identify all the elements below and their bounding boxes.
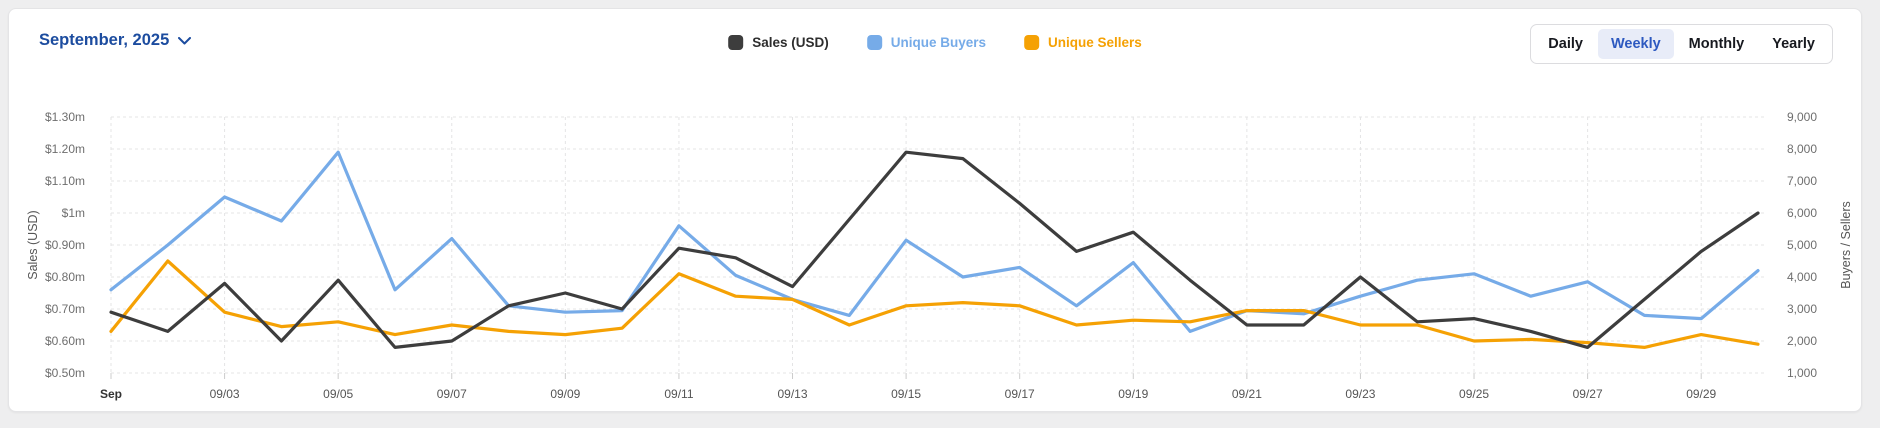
left-axis-tick-label: $1.10m — [45, 174, 85, 188]
legend-item-unique-buyers[interactable]: Unique Buyers — [866, 35, 987, 50]
left-axis-tick-label: $0.90m — [45, 238, 85, 252]
x-tick-label: 09/21 — [1232, 387, 1262, 401]
series-line-unique-buyers — [109, 150, 1760, 333]
range-tabs: Daily Weekly Monthly Yearly — [1530, 24, 1833, 64]
left-axis-tick-label: $1.20m — [45, 142, 85, 156]
legend-swatch — [1024, 35, 1040, 50]
tab-monthly[interactable]: Monthly — [1676, 29, 1758, 59]
right-axis-tick-label: 5,000 — [1787, 238, 1817, 252]
x-tick-label: 09/07 — [437, 387, 467, 401]
x-tick-label: 09/09 — [550, 387, 580, 401]
legend-label: Sales (USD) — [752, 35, 829, 50]
x-tick-label: Sep — [100, 387, 122, 401]
date-selector[interactable]: September, 2025 — [39, 31, 192, 50]
right-axis-tick-label: 8,000 — [1787, 142, 1817, 156]
right-axis-tick-label: 6,000 — [1787, 206, 1817, 220]
left-axis-tick-label: $0.60m — [45, 334, 85, 348]
right-axis-tick-label: 9,000 — [1787, 110, 1817, 124]
chart-panel: September, 2025 Sales (USD) Unique Buyers… — [8, 8, 1862, 412]
left-axis-tick-label: $1.30m — [45, 110, 85, 124]
x-tick-label: 09/15 — [891, 387, 921, 401]
chart-header: September, 2025 Sales (USD) Unique Buyers… — [9, 9, 1861, 79]
legend-swatch — [728, 35, 744, 50]
series-line-sales-usd — [109, 150, 1760, 349]
left-axis-tick-label: $0.70m — [45, 302, 85, 316]
left-axis-tick-label: $1m — [62, 206, 85, 220]
x-tick-label: 09/13 — [778, 387, 808, 401]
series-line-unique-sellers — [109, 259, 1760, 349]
right-axis-tick-label: 7,000 — [1787, 174, 1817, 188]
x-tick-label: 09/19 — [1118, 387, 1148, 401]
left-axis-tick-label: $0.50m — [45, 366, 85, 380]
tab-weekly[interactable]: Weekly — [1597, 29, 1674, 59]
x-tick-label: 09/29 — [1686, 387, 1716, 401]
date-selector-label: September, 2025 — [39, 31, 170, 49]
left-axis-title: Sales (USD) — [26, 210, 40, 279]
x-tick-label: 09/17 — [1005, 387, 1035, 401]
right-axis-tick-label: 2,000 — [1787, 334, 1817, 348]
x-tick-label: 09/27 — [1573, 387, 1603, 401]
legend-item-unique-sellers[interactable]: Unique Sellers — [1024, 35, 1142, 50]
chevron-down-icon — [178, 36, 192, 44]
x-tick-label: 09/11 — [664, 387, 693, 401]
chart-svg[interactable]: Sep 09/03 09/05 09/07 09/09 09/11 09/13 09/15 09… — [9, 79, 1861, 409]
right-axis-tick-label: 4,000 — [1787, 270, 1817, 284]
right-axis-title: Buyers / Sellers — [1839, 201, 1853, 289]
tab-yearly[interactable]: Yearly — [1759, 29, 1828, 59]
x-tick-label: 09/03 — [210, 387, 240, 401]
x-tick-label: 09/23 — [1345, 387, 1375, 401]
right-axis-tick-label: 3,000 — [1787, 302, 1817, 316]
legend-item-sales-usd[interactable]: Sales (USD) — [728, 35, 829, 50]
tab-daily[interactable]: Daily — [1535, 29, 1596, 59]
legend-label: Unique Buyers — [890, 35, 987, 50]
legend-label: Unique Sellers — [1048, 35, 1142, 50]
x-tick-label: 09/05 — [323, 387, 353, 401]
chart-legend: Sales (USD) Unique Buyers Unique Sellers — [728, 35, 1142, 50]
left-axis-tick-label: $0.80m — [45, 270, 85, 284]
x-tick-label: 09/25 — [1459, 387, 1489, 401]
right-axis-tick-label: 1,000 — [1787, 366, 1817, 380]
chart-area: Sep 09/03 09/05 09/07 09/09 09/11 09/13 09/15 09… — [9, 79, 1861, 409]
legend-swatch — [866, 35, 882, 50]
